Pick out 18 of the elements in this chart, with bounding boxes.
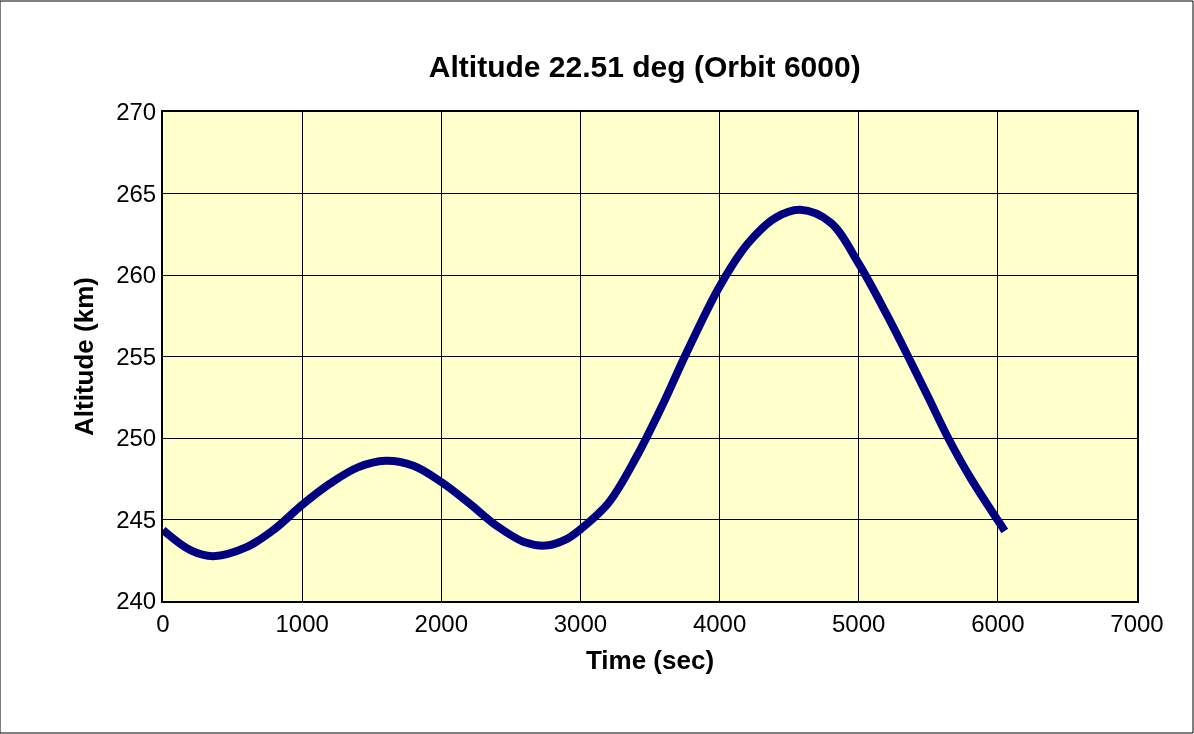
- x-axis-title: Time (sec): [585, 645, 715, 675]
- x-tick-label: 0: [156, 609, 170, 637]
- y-tick-label: 260: [116, 261, 157, 289]
- y-tick-label: 265: [116, 179, 157, 207]
- x-tick-label: 1000: [275, 609, 329, 637]
- y-tick-label: 270: [116, 98, 157, 126]
- x-tick-label: 5000: [832, 609, 886, 637]
- x-tick-label: 2000: [414, 609, 468, 637]
- x-tick-label: 6000: [971, 609, 1025, 637]
- y-axis-title: Altitude (km): [69, 277, 100, 436]
- y-tick-label: 255: [116, 342, 157, 370]
- y-tick-label: 240: [116, 587, 157, 615]
- y-tick-label: 250: [116, 424, 157, 452]
- y-tick-label: 245: [116, 505, 157, 533]
- x-tick-label: 3000: [553, 609, 608, 637]
- x-tick-label: 4000: [692, 609, 747, 637]
- chart-title: Altitude 22.51 deg (Orbit 6000): [428, 49, 861, 83]
- x-tick-label: 7000: [1110, 609, 1164, 637]
